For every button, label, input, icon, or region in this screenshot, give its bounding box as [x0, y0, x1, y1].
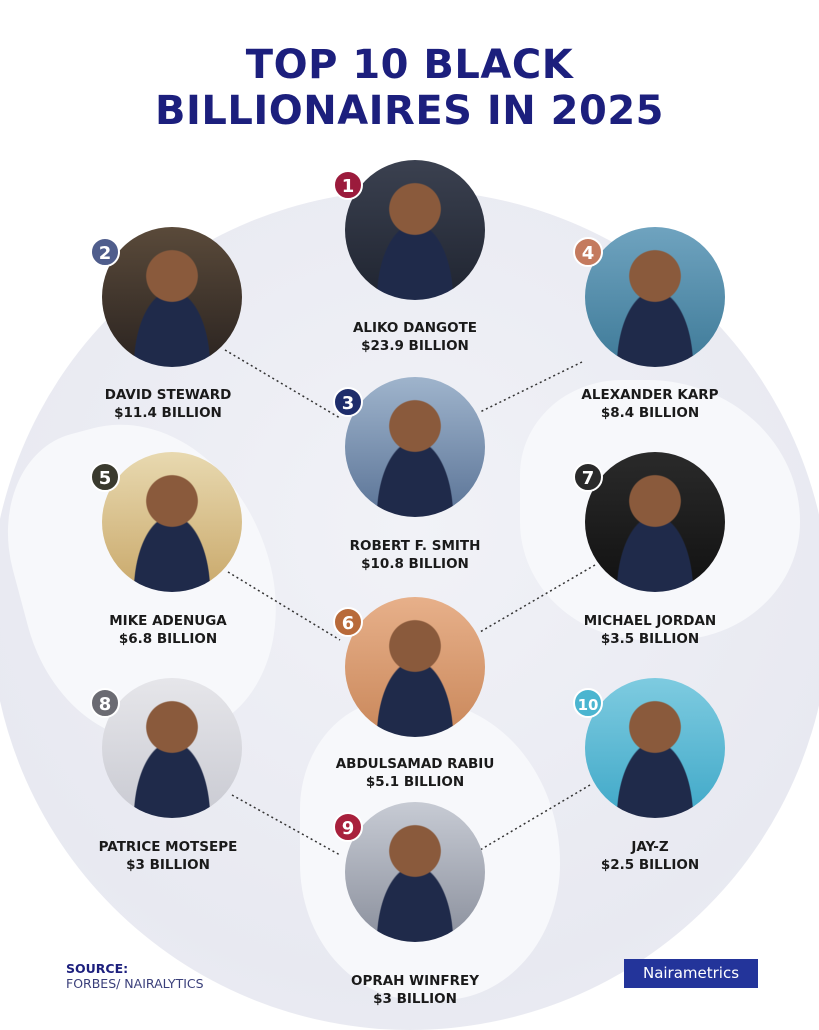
portrait-5 [102, 452, 242, 592]
billionaire-label-8: PATRICE MOTSEPE $3 BILLION [58, 838, 278, 874]
net-worth: $10.8 BILLION [361, 556, 469, 572]
net-worth: $5.1 BILLION [365, 774, 465, 790]
billionaire-label-2: DAVID STEWARD $11.4 BILLION [58, 386, 278, 422]
billionaire-name: ABDULSAMAD RABIU [335, 756, 495, 772]
portrait-9 [345, 802, 485, 942]
connector-2-3 [224, 349, 341, 419]
rank-badge-1: 1 [333, 170, 363, 200]
portrait-8 [102, 678, 242, 818]
billionaire-label-3: ROBERT F. SMITH $10.8 BILLION [305, 537, 525, 573]
portrait-6 [345, 597, 485, 737]
billionaire-label-10: JAY-Z $2.5 BILLION [540, 838, 760, 874]
billionaire-name: MIKE ADENUGA [109, 613, 227, 629]
billionaire-name: OPRAH WINFREY [350, 973, 480, 989]
billionaire-name: JAY-Z [631, 839, 669, 855]
billionaire-label-5: MIKE ADENUGA $6.8 BILLION [58, 612, 278, 648]
net-worth: $11.4 BILLION [114, 405, 222, 421]
rank-badge-8: 8 [90, 688, 120, 718]
net-worth: $2.5 BILLION [600, 857, 700, 873]
connector-8-9 [231, 794, 341, 856]
billionaire-name: PATRICE MOTSEPE [98, 839, 238, 855]
portrait-2 [102, 227, 242, 367]
billionaire-name: ROBERT F. SMITH [349, 538, 481, 554]
rank-badge-5: 5 [90, 462, 120, 492]
billionaire-label-7: MICHAEL JORDAN $3.5 BILLION [540, 612, 760, 648]
title-line-2: BILLIONAIRES IN 2025 [154, 88, 665, 134]
rank-badge-3: 3 [333, 387, 363, 417]
portrait-7 [585, 452, 725, 592]
net-worth: $3 BILLION [373, 991, 457, 1007]
billionaire-name: DAVID STEWARD [104, 387, 232, 403]
billionaire-label-6: ABDULSAMAD RABIU $5.1 BILLION [305, 755, 525, 791]
portrait-10 [585, 678, 725, 818]
billionaire-name: ALEXANDER KARP [581, 387, 719, 403]
rank-badge-9: 9 [333, 812, 363, 842]
nairametrics-logo: Nairametrics [624, 959, 758, 988]
net-worth: $23.9 BILLION [361, 338, 469, 354]
connector-10-9 [479, 784, 591, 851]
source-value: FORBES/ NAIRALYTICS [66, 976, 204, 991]
billionaire-label-1: ALIKO DANGOTE $23.9 BILLION [305, 319, 525, 355]
portrait-4 [585, 227, 725, 367]
net-worth: $3 BILLION [126, 857, 210, 873]
connector-4-3 [479, 361, 583, 413]
rank-badge-6: 6 [333, 607, 363, 637]
rank-badge-2: 2 [90, 237, 120, 267]
billionaire-name: MICHAEL JORDAN [583, 613, 717, 629]
net-worth: $3.5 BILLION [600, 631, 700, 647]
connector-7-6 [479, 564, 596, 633]
net-worth: $8.4 BILLION [600, 405, 700, 421]
billionaire-name: ALIKO DANGOTE [352, 320, 478, 336]
portrait-3 [345, 377, 485, 517]
rank-badge-4: 4 [573, 237, 603, 267]
connector-5-6 [227, 571, 341, 641]
source-label: SOURCE: [66, 961, 129, 976]
portrait-1 [345, 160, 485, 300]
rank-badge-10: 10 [573, 688, 603, 718]
billionaire-label-4: ALEXANDER KARP $8.4 BILLION [540, 386, 760, 422]
title-line-1: TOP 10 BLACK [245, 42, 574, 88]
rank-badge-7: 7 [573, 462, 603, 492]
source-note: SOURCE: FORBES/ NAIRALYTICS [66, 961, 204, 991]
billionaire-label-9: OPRAH WINFREY $3 BILLION [305, 972, 525, 1008]
net-worth: $6.8 BILLION [118, 631, 218, 647]
